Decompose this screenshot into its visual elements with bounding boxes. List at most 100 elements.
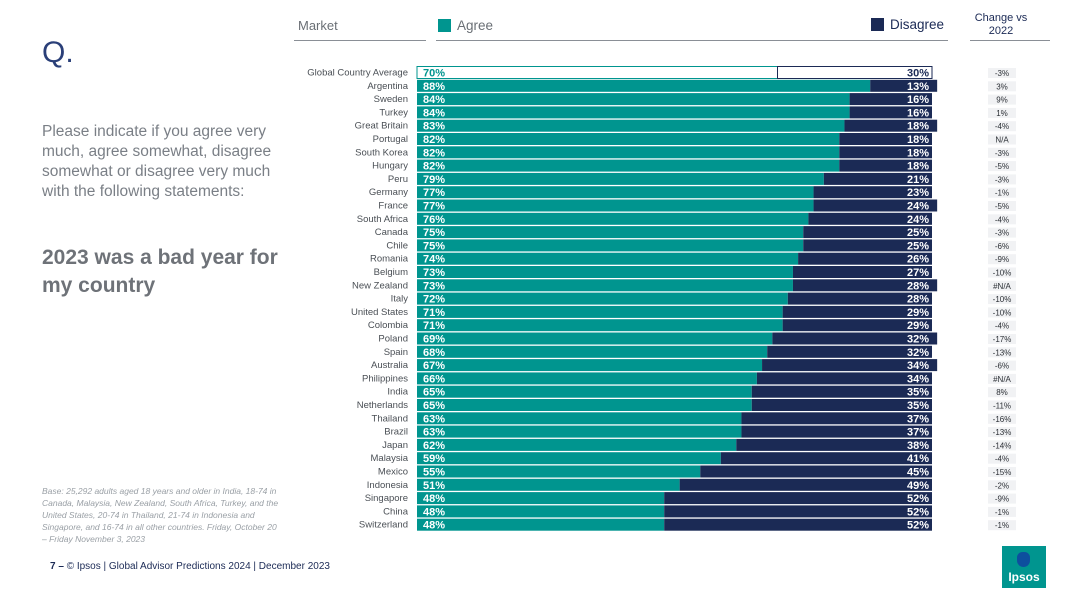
disagree-bar [803,239,932,252]
disagree-value-label: 13% [907,81,929,93]
agree-value-label: 88% [423,81,445,93]
agree-value-label: 84% [423,94,445,106]
agree-bar [417,319,783,332]
change-cell [988,453,1016,464]
agree-bar [417,465,701,478]
change-value: -17% [993,335,1012,344]
agree-swatch [438,19,451,32]
agree-bar [417,385,752,398]
agree-bar [417,79,871,92]
agree-value-label: 66% [423,373,445,385]
change-value: -16% [993,415,1012,424]
category-label: India [387,387,408,398]
disagree-bar [762,359,938,372]
change-value: 9% [996,96,1008,105]
change-value: -13% [993,348,1012,357]
page-number: 7 [50,561,56,572]
disagree-value-label: 23% [907,187,929,199]
disagree-value-label: 49% [907,480,929,492]
disagree-value-label: 52% [907,520,929,532]
change-value: #N/A [993,375,1011,384]
category-label: Netherlands [357,400,408,411]
agree-bar [417,172,824,185]
category-label: Global Country Average [307,68,408,79]
change-cell [988,227,1016,238]
change-value: -4% [995,215,1009,224]
agree-value-label: 65% [423,400,445,412]
disagree-value-label: 18% [907,121,929,133]
change-value: -10% [993,269,1012,278]
agree-bar [417,186,814,199]
logo-dot-icon [1017,552,1030,567]
disagree-bar [839,133,932,145]
header-divider [970,40,1050,41]
agree-value-label: 63% [423,427,445,439]
change-value: -9% [995,255,1009,264]
agree-value-label: 82% [423,134,445,146]
category-label: Australia [371,360,409,371]
agree-bar [417,505,665,518]
agree-bar [417,199,814,212]
disagree-bar [844,119,938,132]
agree-value-label: 62% [423,440,445,452]
agree-value-label: 74% [423,254,445,266]
disagree-bar [767,345,932,358]
change-value: -3% [995,175,1009,184]
change-value: -10% [993,295,1012,304]
disagree-bar [736,438,932,451]
disagree-bar [849,106,932,119]
disagree-value-label: 26% [907,254,929,266]
change-value: N/A [995,136,1009,145]
disagree-legend: Disagree [870,17,944,32]
agree-value-label: 77% [423,187,445,199]
question-mark-heading: Q. [42,36,74,69]
agree-value-label: 75% [423,240,445,252]
agree-value-label: 83% [423,121,445,133]
change-value: -5% [995,202,1009,211]
agree-bar [417,412,742,425]
disagree-value-label: 27% [907,267,929,279]
agree-value-label: 82% [423,161,445,173]
disagree-value-label: 35% [907,400,929,412]
category-label: Chile [386,240,408,251]
agree-value-label: 75% [423,227,445,239]
change-cell [988,147,1016,158]
disagree-bar [792,279,938,292]
change-cell [988,107,1016,118]
agree-bar [417,279,793,292]
agree-bar [417,159,840,172]
disagree-value-label: 37% [907,413,929,425]
agree-bar [417,146,840,159]
agree-value-label: 72% [423,294,445,306]
category-label: Indonesia [367,480,409,491]
change-cell [988,187,1016,198]
disagree-value-label: 34% [907,373,929,385]
disagree-value-label: 24% [907,201,929,213]
change-value: -4% [995,455,1009,464]
disagree-bar [839,146,932,159]
agree-bar [417,226,804,239]
category-label: Brazil [384,427,408,438]
category-label: Argentina [367,81,408,92]
change-cell [988,201,1016,211]
disagree-value-label: 28% [907,294,929,306]
disagree-bar [720,452,932,465]
category-label: Japan [382,440,408,451]
agree-value-label: 77% [423,201,445,213]
change-value: -1% [995,189,1009,198]
disagree-value-label: 34% [907,360,929,372]
agree-value-label: 70% [423,68,445,80]
agree-bar [417,452,721,465]
disagree-value-label: 16% [907,94,929,106]
disagree-value-label: 30% [907,68,929,80]
disagree-bar [679,478,932,491]
agree-bar [417,399,752,411]
change-value: -4% [995,122,1009,131]
disagree-value-label: 52% [907,506,929,518]
agree-value-label: 48% [423,506,445,518]
footer: 7 – © Ipsos | Global Advisor Predictions… [50,561,330,572]
agree-bar [417,212,809,225]
change-cell [988,214,1016,225]
disagree-bar [803,226,932,239]
disagree-value-label: 25% [907,240,929,252]
